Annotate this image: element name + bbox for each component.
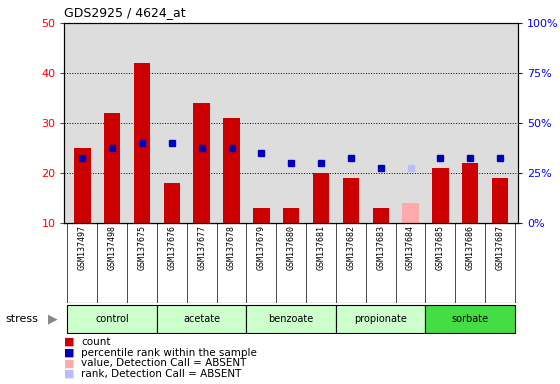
Bar: [67, 305, 157, 333]
Bar: [426, 305, 515, 333]
Text: control: control: [95, 314, 129, 324]
Bar: [104, 113, 120, 223]
Text: GSM137678: GSM137678: [227, 225, 236, 270]
Text: GSM137681: GSM137681: [316, 225, 325, 270]
Text: GSM137686: GSM137686: [466, 225, 475, 270]
Text: ■: ■: [64, 337, 75, 347]
Text: ■: ■: [64, 369, 75, 379]
Text: GSM137497: GSM137497: [78, 225, 87, 270]
Text: benzoate: benzoate: [269, 314, 314, 324]
Text: acetate: acetate: [183, 314, 220, 324]
Text: GSM137680: GSM137680: [287, 225, 296, 270]
Text: ▶: ▶: [48, 312, 57, 325]
Bar: [223, 118, 240, 223]
Bar: [74, 148, 91, 223]
Text: GSM137685: GSM137685: [436, 225, 445, 270]
Text: GSM137687: GSM137687: [496, 225, 505, 270]
Text: GSM137682: GSM137682: [347, 225, 356, 270]
Text: GSM137684: GSM137684: [406, 225, 415, 270]
Text: GSM137676: GSM137676: [167, 225, 176, 270]
Bar: [432, 168, 449, 223]
Bar: [253, 208, 269, 223]
Text: sorbate: sorbate: [452, 314, 489, 324]
Bar: [313, 173, 329, 223]
Text: GSM137677: GSM137677: [197, 225, 206, 270]
Bar: [164, 183, 180, 223]
Text: count: count: [81, 337, 111, 347]
Text: value, Detection Call = ABSENT: value, Detection Call = ABSENT: [81, 358, 246, 368]
Text: percentile rank within the sample: percentile rank within the sample: [81, 348, 257, 358]
Text: GDS2925 / 4624_at: GDS2925 / 4624_at: [64, 6, 186, 19]
Bar: [157, 305, 246, 333]
Text: stress: stress: [6, 314, 39, 324]
Text: GSM137675: GSM137675: [138, 225, 147, 270]
Text: ■: ■: [64, 348, 75, 358]
Text: propionate: propionate: [354, 314, 407, 324]
Text: ■: ■: [64, 358, 75, 368]
Bar: [403, 203, 419, 223]
Bar: [462, 163, 478, 223]
Bar: [246, 305, 336, 333]
Text: GSM137498: GSM137498: [108, 225, 116, 270]
Text: rank, Detection Call = ABSENT: rank, Detection Call = ABSENT: [81, 369, 241, 379]
Bar: [134, 63, 150, 223]
Bar: [283, 208, 300, 223]
Bar: [193, 103, 210, 223]
Text: GSM137683: GSM137683: [376, 225, 385, 270]
Bar: [336, 305, 426, 333]
Bar: [492, 178, 508, 223]
Bar: [372, 208, 389, 223]
Bar: [343, 178, 359, 223]
Text: GSM137679: GSM137679: [257, 225, 266, 270]
